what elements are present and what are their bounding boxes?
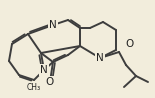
Text: N: N [40,65,48,75]
Text: N: N [96,53,104,63]
Text: O: O [46,77,54,87]
Text: O: O [126,39,134,49]
Text: N: N [49,20,57,30]
Text: CH₃: CH₃ [27,83,41,92]
